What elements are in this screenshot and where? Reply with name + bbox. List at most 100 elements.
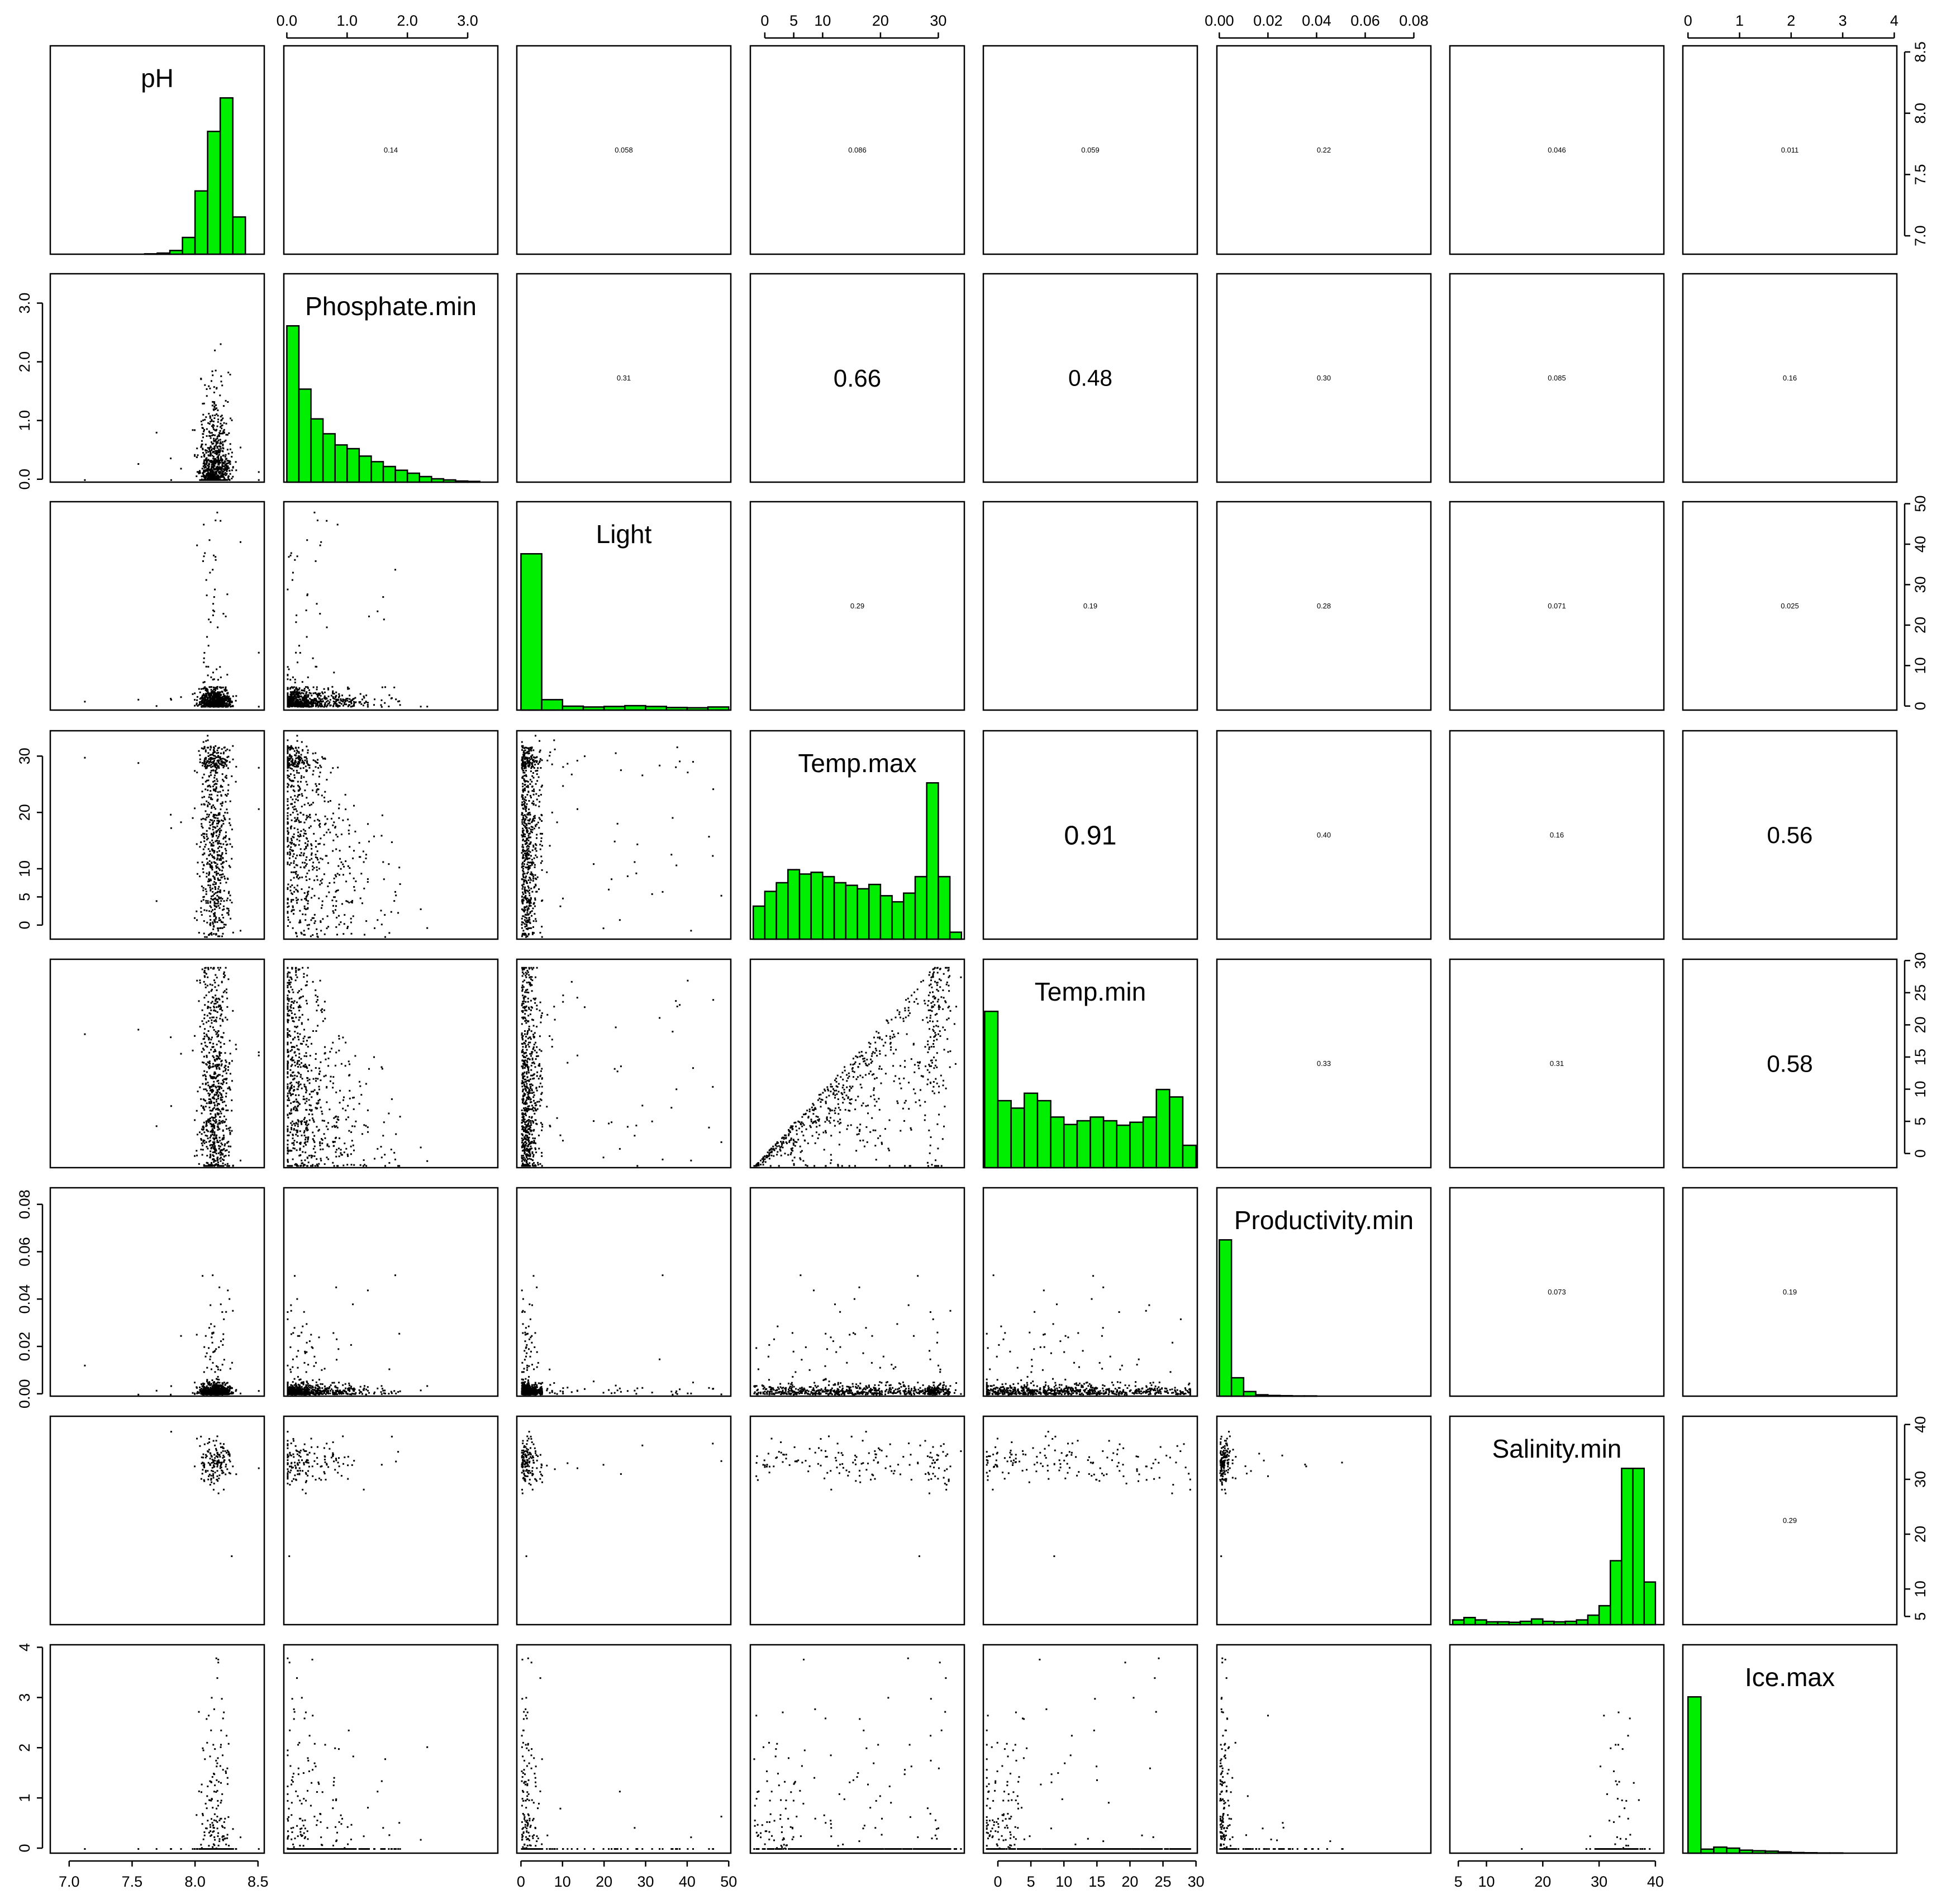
variable-label-phosphate-min: Phosphate.min [305, 292, 477, 321]
panel-frame [49, 1415, 265, 1626]
scatter-points [287, 1657, 429, 1850]
panel-temp-min-vs-temp-min: Temp.min [982, 958, 1198, 1169]
tick-label: 4 [1890, 12, 1899, 29]
tick-label: 0 [16, 921, 33, 929]
panel-frame [516, 1644, 732, 1854]
panel-frame [982, 1187, 1198, 1397]
tick-label: 2 [16, 1744, 33, 1752]
tick-label: 20 [16, 804, 33, 821]
correlation-value: 0.31 [1550, 1059, 1564, 1068]
scatter-points [753, 1274, 962, 1396]
histogram-bar [1530, 1618, 1544, 1626]
histogram-bar [346, 448, 360, 483]
panel-salinity-min-vs-temp-max [749, 1415, 965, 1626]
tick-label: 10 [1912, 1081, 1929, 1098]
panel-frame [1449, 1187, 1665, 1397]
scatter-points [84, 967, 260, 1167]
tick-label: 10 [1478, 1873, 1495, 1890]
tick-label: 0 [1912, 702, 1929, 710]
tick-label: 0.04 [1302, 12, 1331, 29]
histogram-bar [810, 872, 824, 940]
histogram-bar [1713, 1846, 1728, 1854]
x-axis-ice-max: 0 1 2 3 4 [1684, 12, 1899, 39]
tick-label: 40 [1912, 536, 1929, 553]
tick-label: 7.5 [122, 1873, 143, 1890]
tick-label: 40 [679, 1873, 696, 1890]
tick-label: 8.5 [1912, 41, 1929, 63]
variable-label-light: Light [596, 520, 652, 549]
histogram-bar [1116, 1124, 1131, 1169]
panel-frame [49, 501, 265, 711]
tick-label: 30 [930, 12, 946, 29]
panel-frame [49, 730, 265, 940]
correlation-value: 0.16 [1783, 374, 1797, 382]
histogram-bar [879, 895, 893, 940]
histogram-bar [938, 875, 951, 940]
tick-label: 20 [1912, 1016, 1929, 1033]
tick-label: 7.0 [59, 1873, 80, 1890]
panel-productivity-min-vs-light [516, 1187, 732, 1397]
panel-frame [49, 273, 265, 483]
correlation-value: 0.011 [1781, 146, 1799, 154]
panel-frame [1682, 730, 1898, 940]
x-axis-light: 0 10 20 30 40 50 [517, 1860, 737, 1890]
correlation-value: 0.28 [1317, 602, 1331, 610]
panel-frame [1216, 501, 1432, 711]
tick-label: 5 [1912, 1117, 1929, 1126]
histogram-bar [1219, 1239, 1233, 1397]
scatter-points [986, 1431, 1191, 1557]
panel-frame [283, 45, 499, 255]
panel-temp-min-vs-salinity-min: 0.31 [1449, 958, 1665, 1169]
variable-label-salinity-min: Salinity.min [1492, 1434, 1622, 1463]
histogram-bar [1474, 1619, 1487, 1626]
histogram-bar [603, 706, 626, 711]
histogram-bar [891, 901, 905, 940]
panel-frame [49, 1187, 265, 1397]
panel-ice-max-vs-phosphate-min [283, 1644, 499, 1854]
histogram-bar [1036, 1099, 1051, 1169]
panel-ph-vs-temp-max: 0.086 [749, 45, 965, 255]
histogram-bar [1142, 1116, 1157, 1169]
panel-salinity-min-vs-ice-max: 0.29 [1682, 1415, 1898, 1626]
y-axis-ice-max: 0 1 2 3 4 [16, 1643, 44, 1853]
scatter-points [521, 1274, 722, 1396]
panel-ice-max-vs-ice-max: Ice.max [1682, 1644, 1898, 1854]
y-axis-light: 0 10 20 30 40 50 [1904, 496, 1929, 710]
histogram-bar [1519, 1620, 1533, 1626]
histogram-bar [845, 884, 858, 940]
panel-frame [283, 1644, 499, 1854]
panel-ice-max-vs-temp-max [749, 1644, 965, 1854]
histogram-bar [1598, 1605, 1611, 1626]
scatter-points [986, 1274, 1191, 1396]
scatter-points [84, 511, 260, 708]
correlation-value: 0.31 [617, 374, 631, 382]
scatter-points [755, 1431, 962, 1557]
x-axis-productivity-min: 0.00 0.02 0.04 0.06 0.08 [1205, 12, 1429, 39]
panel-light-vs-temp-min: 0.19 [982, 501, 1198, 711]
tick-label: 25 [1912, 984, 1929, 1001]
histogram-bar [541, 699, 564, 711]
correlation-value: 0.19 [1783, 1288, 1797, 1296]
panel-temp-max-vs-light [516, 730, 732, 940]
panel-temp-min-vs-phosphate-min [283, 958, 499, 1169]
tick-label: 10 [1912, 1581, 1929, 1597]
tick-label: 50 [1912, 496, 1929, 512]
tick-label: 20 [1121, 1873, 1138, 1890]
correlation-value: 0.29 [850, 602, 864, 610]
scatter-points [1521, 1711, 1651, 1850]
tick-label: 0 [760, 12, 769, 29]
histogram-bar [394, 469, 408, 483]
histogram-bar [1182, 1144, 1197, 1169]
histogram-bar [194, 190, 208, 255]
histogram-bar [1089, 1116, 1105, 1169]
histogram-bar [1010, 1107, 1025, 1169]
histogram-bar [665, 707, 688, 711]
correlation-value: 0.91 [1064, 820, 1116, 850]
correlation-value: 0.30 [1317, 374, 1331, 382]
panel-frame [516, 958, 732, 1169]
panel-frame [982, 1415, 1198, 1626]
histogram-bar [1243, 1391, 1257, 1397]
panel-productivity-min-vs-ice-max: 0.19 [1682, 1187, 1898, 1397]
tick-label: 0.02 [16, 1332, 33, 1362]
panel-ice-max-vs-salinity-min [1449, 1644, 1665, 1854]
